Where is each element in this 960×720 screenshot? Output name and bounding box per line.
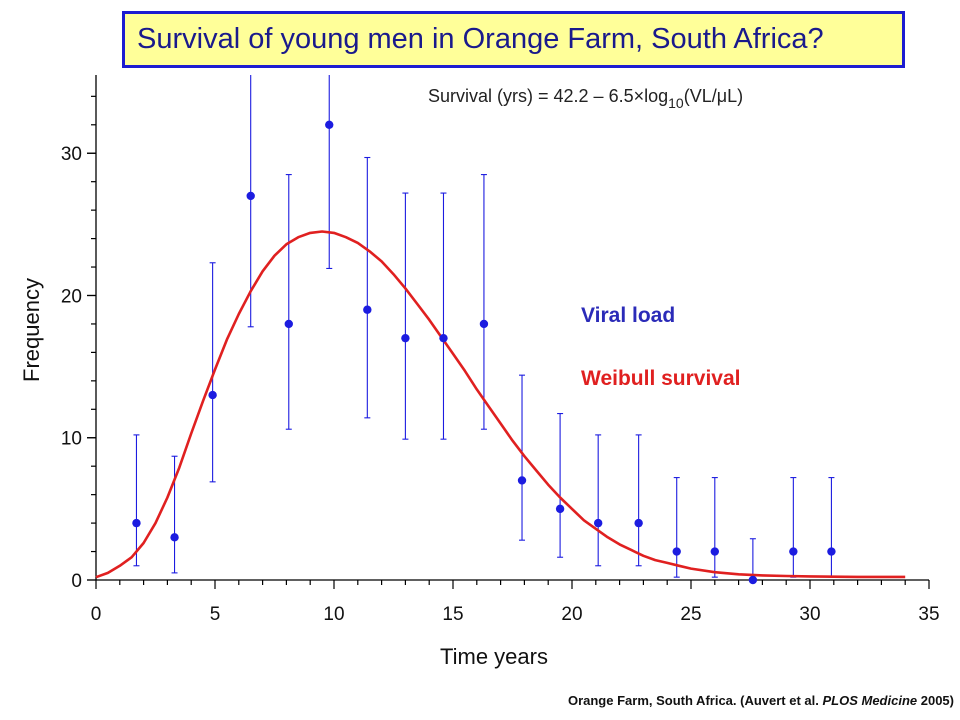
legend-weibull-survival: Weibull survival [581, 367, 741, 390]
viral-load-point [401, 333, 410, 343]
x-tick-label: 25 [680, 604, 701, 625]
x-tick-label: 20 [561, 604, 582, 625]
x-tick-label: 15 [442, 604, 463, 625]
y-tick-label: 10 [61, 429, 82, 450]
legend-viral-load: Viral load [581, 304, 675, 327]
x-axis-label: Time years [440, 644, 548, 669]
viral-load-point [710, 547, 719, 556]
weibull-curve-group [95, 230, 906, 579]
viral-load-point [132, 518, 141, 528]
annotation-formula: Survival (yrs) = 42.2 – 6.5×log10(VL/μL) [428, 86, 743, 111]
y-axis-label: Frequency [19, 278, 44, 382]
viral-load-point [555, 504, 565, 514]
viral-load-point [672, 547, 681, 556]
viral-load-point [363, 305, 372, 314]
viral-load-point [479, 319, 489, 329]
axis-ticks: 0 5 10 15 20 25 30 35 0 10 20 30 [61, 95, 940, 625]
viral-load-point [517, 476, 527, 485]
y-tick-label: 30 [61, 144, 82, 165]
viral-load-point [789, 547, 798, 556]
axes [95, 75, 929, 581]
footer-citation: Orange Farm, South Africa. (Auvert et al… [568, 693, 954, 708]
viral-load-point [284, 319, 293, 329]
viral-load-point [170, 533, 179, 542]
viral-load-point [246, 191, 255, 201]
x-tick-label: 35 [918, 604, 939, 625]
data-points [132, 120, 836, 585]
y-tick-label: 0 [71, 571, 82, 592]
y-tick-label: 20 [61, 286, 82, 307]
viral-load-point [439, 333, 448, 343]
viral-load-point [593, 518, 603, 528]
viral-load-point [325, 120, 334, 129]
x-tick-label: 0 [91, 604, 102, 625]
viral-load-point [827, 547, 836, 556]
weibull-curve [95, 230, 906, 579]
viral-load-point [208, 390, 217, 400]
x-tick-label: 10 [323, 604, 344, 625]
chart-title: Survival of young men in Orange Farm, So… [137, 23, 824, 55]
chart-title-box: Survival of young men in Orange Farm, So… [122, 11, 905, 68]
viral-load-point [748, 575, 758, 585]
x-tick-label: 30 [799, 604, 820, 625]
x-tick-label: 5 [210, 604, 221, 625]
viral-load-point [634, 518, 643, 528]
